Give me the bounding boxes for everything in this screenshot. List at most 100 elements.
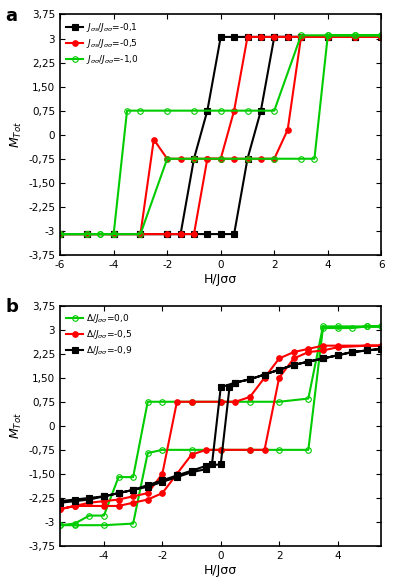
\Delta/J_{\sigma\sigma}=-0{,}5 <box>131 493 136 500</box>
\Delta/J_{\sigma\sigma}=0{,}0 <box>335 323 340 330</box>
\Delta/J_{\sigma\sigma}=-0{,}9 <box>204 462 209 469</box>
J_{\sigma s}/J_{\sigma\sigma}=-0{,}5 <box>138 230 143 238</box>
X-axis label: H/Jσσ: H/Jσσ <box>204 273 237 285</box>
\Delta/J_{\sigma\sigma}=-0{,}9 <box>58 499 62 506</box>
J_{\sigma s}/J_{\sigma\sigma}=-0{,}1 <box>299 33 303 40</box>
\Delta/J_{\sigma\sigma}=0{,}0 <box>306 446 311 453</box>
J_{\sigma s}/J_{\sigma\sigma}=-0{,}1 <box>192 230 196 238</box>
\Delta/J_{\sigma\sigma}=-0{,}5 <box>116 503 121 510</box>
\Delta/J_{\sigma\sigma}=-0{,}5 <box>101 498 106 505</box>
J_{\sigma s}/J_{\sigma\sigma}=-0{,}1 <box>205 230 210 238</box>
J_{\sigma s}/J_{\sigma\sigma}=-0{,}5 <box>58 230 62 238</box>
J_{\sigma s}/J_{\sigma\sigma}=-0{,}1 <box>259 107 263 114</box>
J_{\sigma\sigma}/J_{\sigma\sigma}=-1{,}0 <box>111 230 116 238</box>
J_{\sigma\sigma}/J_{\sigma\sigma}=-1{,}0 <box>125 107 129 114</box>
J_{\sigma s}/J_{\sigma\sigma}=-0{,}1 <box>272 33 277 40</box>
\Delta/J_{\sigma\sigma}=-0{,}9 <box>335 352 340 359</box>
\Delta/J_{\sigma\sigma}=-0{,}9 <box>291 362 296 369</box>
\Delta/J_{\sigma\sigma}=-0{,}9 <box>219 384 223 391</box>
J_{\sigma s}/J_{\sigma\sigma}=-0{,}5 <box>352 33 357 40</box>
J_{\sigma s}/J_{\sigma\sigma}=-0{,}5 <box>299 33 303 40</box>
J_{\sigma s}/J_{\sigma\sigma}=-0{,}1 <box>178 230 183 238</box>
\Delta/J_{\sigma\sigma}=-0{,}9 <box>233 379 238 386</box>
J_{\sigma s}/J_{\sigma\sigma}=-0{,}5 <box>111 230 116 238</box>
J_{\sigma s}/J_{\sigma\sigma}=-0{,}5 <box>219 155 223 162</box>
J_{\sigma\sigma}/J_{\sigma\sigma}=-1{,}0 <box>352 32 357 39</box>
\Delta/J_{\sigma\sigma}=-0{,}9 <box>306 358 311 365</box>
\Delta/J_{\sigma\sigma}=-0{,}5 <box>321 347 325 354</box>
J_{\sigma s}/J_{\sigma\sigma}=-0{,}5 <box>205 155 210 162</box>
\Delta/J_{\sigma\sigma}=-0{,}5 <box>204 446 209 453</box>
J_{\sigma s}/J_{\sigma\sigma}=-0{,}5 <box>259 33 263 40</box>
J_{\sigma s}/J_{\sigma\sigma}=-0{,}1 <box>138 230 143 238</box>
\Delta/J_{\sigma\sigma}=0{,}0 <box>219 446 223 453</box>
Legend: $J_{\sigma s}/J_{\sigma\sigma}$=-0,1, $J_{\sigma s}/J_{\sigma\sigma}$=-0,5, $J_{: $J_{\sigma s}/J_{\sigma\sigma}$=-0,1, $J… <box>64 19 141 68</box>
\Delta/J_{\sigma\sigma}=0{,}0 <box>58 522 62 529</box>
J_{\sigma s}/J_{\sigma\sigma}=-0{,}1 <box>232 230 237 238</box>
J_{\sigma s}/J_{\sigma\sigma}=-0{,}1 <box>232 33 237 40</box>
J_{\sigma s}/J_{\sigma\sigma}=-0{,}1 <box>219 230 223 238</box>
J_{\sigma\sigma}/J_{\sigma\sigma}=-1{,}0 <box>84 230 89 238</box>
\Delta/J_{\sigma\sigma}=0{,}0 <box>145 449 150 456</box>
Line: J_{\sigma s}/J_{\sigma\sigma}=-0{,}5: J_{\sigma s}/J_{\sigma\sigma}=-0{,}5 <box>57 34 384 237</box>
J_{\sigma\sigma}/J_{\sigma\sigma}=-1{,}0 <box>138 107 143 114</box>
\Delta/J_{\sigma\sigma}=-0{,}9 <box>350 349 354 356</box>
\Delta/J_{\sigma\sigma}=0{,}0 <box>335 325 340 332</box>
J_{\sigma s}/J_{\sigma\sigma}=-0{,}5 <box>165 230 169 238</box>
J_{\sigma s}/J_{\sigma\sigma}=-0{,}5 <box>285 33 290 40</box>
\Delta/J_{\sigma\sigma}=0{,}0 <box>58 522 62 529</box>
Line: J_{\sigma\sigma}/J_{\sigma\sigma}=-1{,}0: J_{\sigma\sigma}/J_{\sigma\sigma}=-1{,}0 <box>57 33 384 237</box>
\Delta/J_{\sigma\sigma}=-0{,}9 <box>335 352 340 359</box>
\Delta/J_{\sigma\sigma}=-0{,}5 <box>189 451 194 458</box>
\Delta/J_{\sigma\sigma}=-0{,}9 <box>58 498 62 505</box>
\Delta/J_{\sigma\sigma}=-0{,}5 <box>131 499 136 506</box>
J_{\sigma\sigma}/J_{\sigma\sigma}=-1{,}0 <box>192 155 196 162</box>
J_{\sigma\sigma}/J_{\sigma\sigma}=-1{,}0 <box>299 155 303 162</box>
\Delta/J_{\sigma\sigma}=0{,}0 <box>145 398 150 405</box>
\Delta/J_{\sigma\sigma}=-0{,}5 <box>101 503 106 510</box>
\Delta/J_{\sigma\sigma}=-0{,}5 <box>335 344 340 351</box>
J_{\sigma s}/J_{\sigma\sigma}=-0{,}1 <box>259 33 263 40</box>
J_{\sigma s}/J_{\sigma\sigma}=-0{,}5 <box>84 230 89 238</box>
J_{\sigma s}/J_{\sigma\sigma}=-0{,}5 <box>325 33 330 40</box>
J_{\sigma s}/J_{\sigma\sigma}=-0{,}1 <box>58 230 62 238</box>
J_{\sigma s}/J_{\sigma\sigma}=-0{,}5 <box>232 107 237 114</box>
Text: a: a <box>6 7 18 25</box>
J_{\sigma\sigma}/J_{\sigma\sigma}=-1{,}0 <box>219 107 223 114</box>
\Delta/J_{\sigma\sigma}=0{,}0 <box>321 323 325 330</box>
\Delta/J_{\sigma\sigma}=-0{,}5 <box>87 499 92 506</box>
J_{\sigma s}/J_{\sigma\sigma}=-0{,}1 <box>352 33 357 40</box>
\Delta/J_{\sigma\sigma}=-0{,}9 <box>306 358 311 365</box>
J_{\sigma s}/J_{\sigma\sigma}=-0{,}1 <box>138 230 143 238</box>
\Delta/J_{\sigma\sigma}=-0{,}9 <box>101 493 106 500</box>
J_{\sigma\sigma}/J_{\sigma\sigma}=-1{,}0 <box>325 32 330 39</box>
J_{\sigma s}/J_{\sigma\sigma}=-0{,}5 <box>259 155 263 162</box>
\Delta/J_{\sigma\sigma}=0{,}0 <box>321 325 325 332</box>
J_{\sigma s}/J_{\sigma\sigma}=-0{,}1 <box>325 33 330 40</box>
\Delta/J_{\sigma\sigma}=-0{,}9 <box>145 483 150 490</box>
\Delta/J_{\sigma\sigma}=-0{,}9 <box>364 347 369 354</box>
J_{\sigma\sigma}/J_{\sigma\sigma}=-1{,}0 <box>245 155 250 162</box>
\Delta/J_{\sigma\sigma}=-0{,}5 <box>58 505 62 512</box>
\Delta/J_{\sigma\sigma}=-0{,}5 <box>160 470 165 477</box>
\Delta/J_{\sigma\sigma}=-0{,}9 <box>277 366 281 373</box>
\Delta/J_{\sigma\sigma}=-0{,}9 <box>248 376 252 383</box>
\Delta/J_{\sigma\sigma}=-0{,}9 <box>160 479 165 486</box>
\Delta/J_{\sigma\sigma}=0{,}0 <box>364 323 369 330</box>
\Delta/J_{\sigma\sigma}=0{,}0 <box>101 522 106 529</box>
\Delta/J_{\sigma\sigma}=0{,}0 <box>306 395 311 402</box>
J_{\sigma s}/J_{\sigma\sigma}=-0{,}5 <box>111 230 116 238</box>
\Delta/J_{\sigma\sigma}=-0{,}9 <box>219 461 223 468</box>
J_{\sigma s}/J_{\sigma\sigma}=-0{,}1 <box>245 33 250 40</box>
\Delta/J_{\sigma\sigma}=-0{,}9 <box>72 496 77 503</box>
J_{\sigma\sigma}/J_{\sigma\sigma}=-1{,}0 <box>219 155 223 162</box>
J_{\sigma s}/J_{\sigma\sigma}=-0{,}5 <box>272 155 277 162</box>
Line: \Delta/J_{\sigma\sigma}=-0{,}5: \Delta/J_{\sigma\sigma}=-0{,}5 <box>57 343 384 512</box>
\Delta/J_{\sigma\sigma}=-0{,}9 <box>321 355 325 362</box>
J_{\sigma\sigma}/J_{\sigma\sigma}=-1{,}0 <box>58 230 62 238</box>
\Delta/J_{\sigma\sigma}=-0{,}9 <box>379 345 384 352</box>
\Delta/J_{\sigma\sigma}=0{,}0 <box>160 398 165 405</box>
J_{\sigma\sigma}/J_{\sigma\sigma}=-1{,}0 <box>98 230 103 238</box>
Line: \Delta/J_{\sigma\sigma}=-0{,}9: \Delta/J_{\sigma\sigma}=-0{,}9 <box>57 346 384 505</box>
\Delta/J_{\sigma\sigma}=-0{,}5 <box>233 398 238 405</box>
